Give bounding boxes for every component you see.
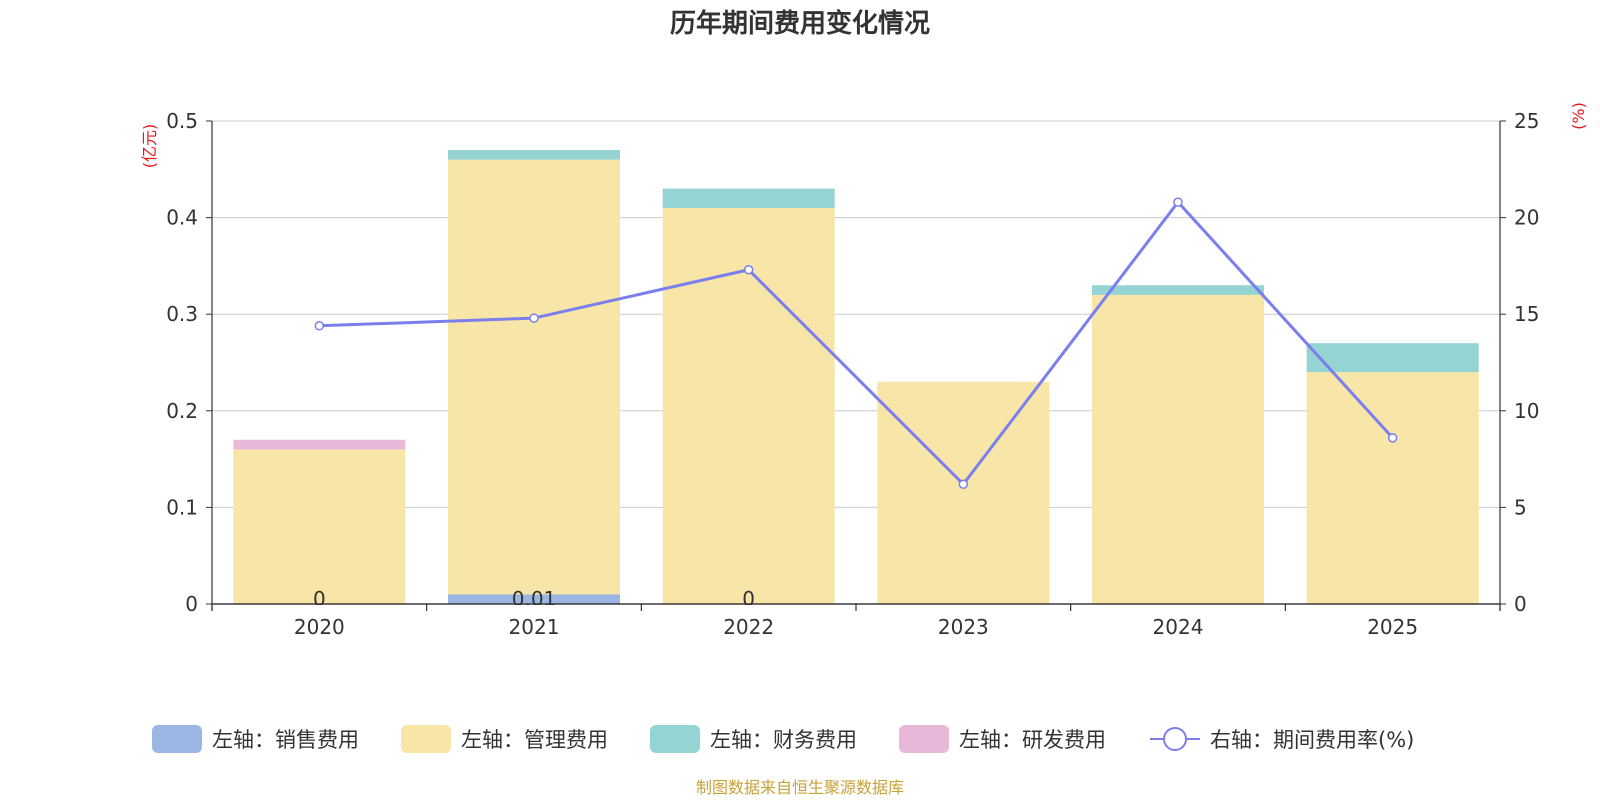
legend-label: 左轴：销售费用 — [212, 728, 359, 752]
legend-swatch — [899, 725, 949, 753]
rate-line — [314, 197, 1398, 489]
bars — [233, 149, 1479, 604]
left-tick-label: 0.2 — [166, 399, 198, 423]
bar-segment — [1306, 343, 1479, 373]
rate-point — [958, 479, 969, 489]
bar-segment — [448, 594, 620, 604]
right-tick-label: 20 — [1514, 206, 1539, 230]
x-tick-label: 2022 — [723, 615, 774, 639]
rate-point — [743, 265, 754, 275]
bar-segment — [233, 449, 406, 604]
chart-title: 历年期间费用变化情况 — [670, 8, 930, 39]
right-axis-unit: (%) — [1569, 102, 1588, 130]
bar-segment — [233, 439, 406, 450]
legend-marker — [1163, 727, 1187, 751]
rate-line-path — [319, 200, 1394, 486]
right-tick-label: 0 — [1514, 592, 1527, 616]
legend: 左轴：销售费用 左轴：管理费用 左轴：财务费用 左轴：研发费用 右轴：期间费用率(%) — [152, 725, 1414, 753]
x-tick-label: 2020 — [294, 615, 345, 639]
grid-lines — [212, 120, 1500, 508]
x-tick-label: 2025 — [1367, 615, 1418, 639]
left-tick-label: 0.5 — [166, 109, 198, 133]
right-tick-label: 25 — [1514, 109, 1539, 133]
rate-point — [1173, 197, 1183, 207]
data-labels: 0 0.01 0 — [211, 587, 1501, 611]
right-tick-label: 10 — [1514, 399, 1539, 423]
right-tick-label: 5 — [1514, 495, 1527, 519]
legend-label: 左轴：研发费用 — [959, 728, 1106, 752]
rate-point — [314, 321, 325, 331]
left-tick-label: 0 — [185, 592, 198, 616]
legend-swatch — [152, 725, 202, 753]
legend-swatch — [650, 725, 700, 753]
bar-segment — [662, 188, 835, 208]
legend-label: 左轴：管理费用 — [461, 728, 608, 752]
legend-label: 左轴：财务费用 — [710, 728, 857, 752]
source-note: 制图数据来自恒生聚源数据库 — [696, 778, 904, 797]
x-tick-label: 2023 — [938, 615, 989, 639]
bar-segment — [448, 159, 620, 595]
left-tick-label: 0.4 — [166, 206, 198, 230]
bar-segment — [877, 381, 1050, 604]
x-tick-label: 2024 — [1153, 615, 1204, 639]
right-tick-label: 15 — [1514, 302, 1539, 326]
left-tick-label: 0.1 — [166, 495, 198, 519]
rate-point — [529, 313, 539, 323]
x-tick-label: 2021 — [509, 615, 560, 639]
legend-label: 右轴：期间费用率(%) — [1210, 728, 1414, 752]
bar-segment — [1092, 285, 1264, 295]
bar-segment — [1092, 294, 1264, 604]
left-axis-unit: (亿元) — [140, 124, 159, 169]
left-tick-label: 0.3 — [166, 302, 198, 326]
bar-segment — [1306, 372, 1479, 604]
bar-segment — [448, 149, 620, 160]
rate-point — [1387, 433, 1398, 443]
legend-swatch — [401, 725, 451, 753]
